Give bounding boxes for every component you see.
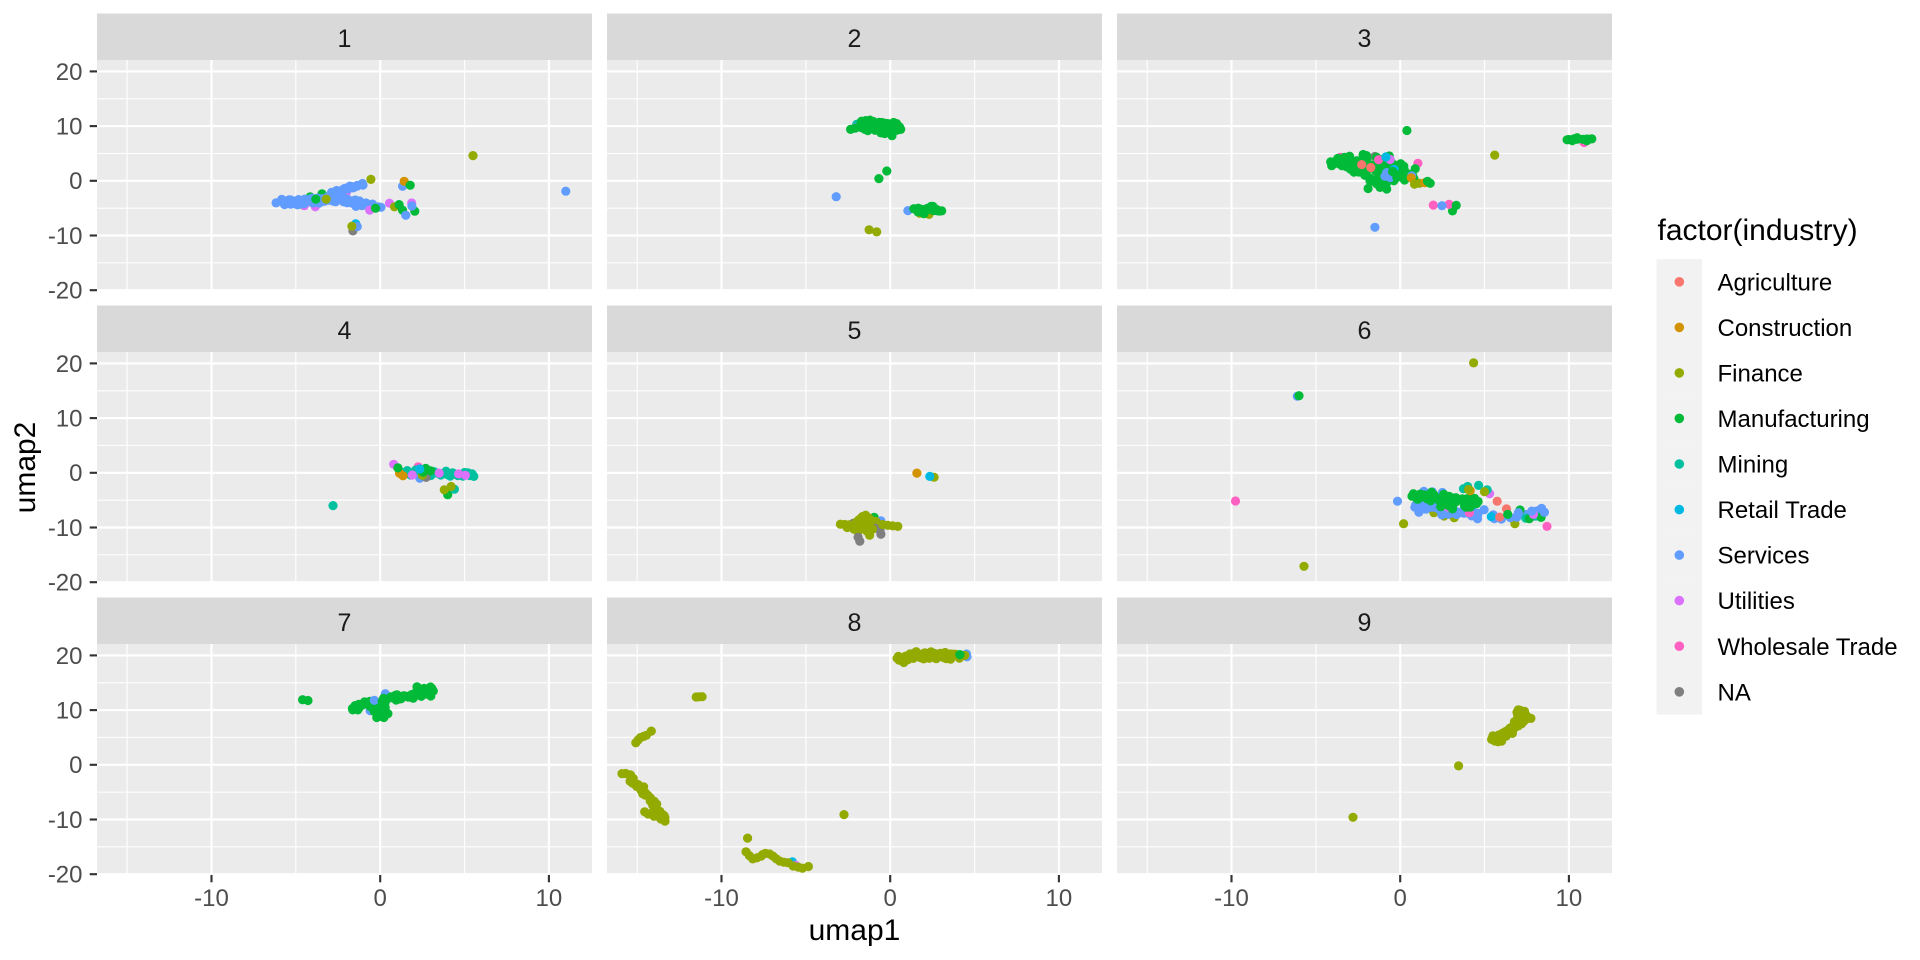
svg-text:-10: -10 xyxy=(1214,885,1249,912)
svg-text:-10: -10 xyxy=(48,807,83,834)
svg-text:Wholesale Trade: Wholesale Trade xyxy=(1718,634,1898,661)
svg-text:0: 0 xyxy=(1394,885,1407,912)
svg-text:20: 20 xyxy=(56,59,83,86)
svg-text:8: 8 xyxy=(848,609,862,637)
svg-text:Mining: Mining xyxy=(1718,452,1789,479)
svg-text:10: 10 xyxy=(536,885,563,912)
svg-text:10: 10 xyxy=(1046,885,1073,912)
svg-text:20: 20 xyxy=(56,643,83,670)
svg-text:-10: -10 xyxy=(704,885,739,912)
svg-text:0: 0 xyxy=(884,885,897,912)
svg-text:10: 10 xyxy=(1556,885,1583,912)
svg-text:NA: NA xyxy=(1718,679,1751,706)
svg-text:factor(industry): factor(industry) xyxy=(1658,214,1858,247)
svg-text:-20: -20 xyxy=(48,278,83,305)
svg-text:umap2: umap2 xyxy=(9,422,42,514)
svg-text:5: 5 xyxy=(848,317,862,345)
svg-text:0: 0 xyxy=(69,460,82,487)
svg-text:4: 4 xyxy=(338,317,352,345)
svg-text:Agriculture: Agriculture xyxy=(1718,269,1833,296)
svg-text:0: 0 xyxy=(69,168,82,195)
svg-text:Construction: Construction xyxy=(1718,315,1853,342)
svg-text:-20: -20 xyxy=(48,570,83,597)
svg-text:0: 0 xyxy=(69,752,82,779)
svg-text:-10: -10 xyxy=(194,885,229,912)
svg-text:umap1: umap1 xyxy=(809,914,901,947)
svg-text:Services: Services xyxy=(1718,543,1810,570)
svg-text:10: 10 xyxy=(56,114,83,141)
svg-text:1: 1 xyxy=(338,25,352,53)
svg-text:2: 2 xyxy=(848,25,862,53)
svg-text:Utilities: Utilities xyxy=(1718,588,1795,615)
svg-text:-10: -10 xyxy=(48,515,83,542)
svg-text:-20: -20 xyxy=(48,862,83,889)
svg-text:6: 6 xyxy=(1358,317,1372,345)
svg-text:Manufacturing: Manufacturing xyxy=(1718,406,1870,433)
svg-text:Finance: Finance xyxy=(1718,361,1803,388)
svg-text:20: 20 xyxy=(56,351,83,378)
svg-text:3: 3 xyxy=(1358,25,1372,53)
svg-text:0: 0 xyxy=(374,885,387,912)
svg-text:-10: -10 xyxy=(48,223,83,250)
svg-text:7: 7 xyxy=(338,609,352,637)
svg-text:9: 9 xyxy=(1358,609,1372,637)
svg-text:10: 10 xyxy=(56,406,83,433)
svg-text:Retail Trade: Retail Trade xyxy=(1718,497,1847,524)
svg-text:10: 10 xyxy=(56,698,83,725)
